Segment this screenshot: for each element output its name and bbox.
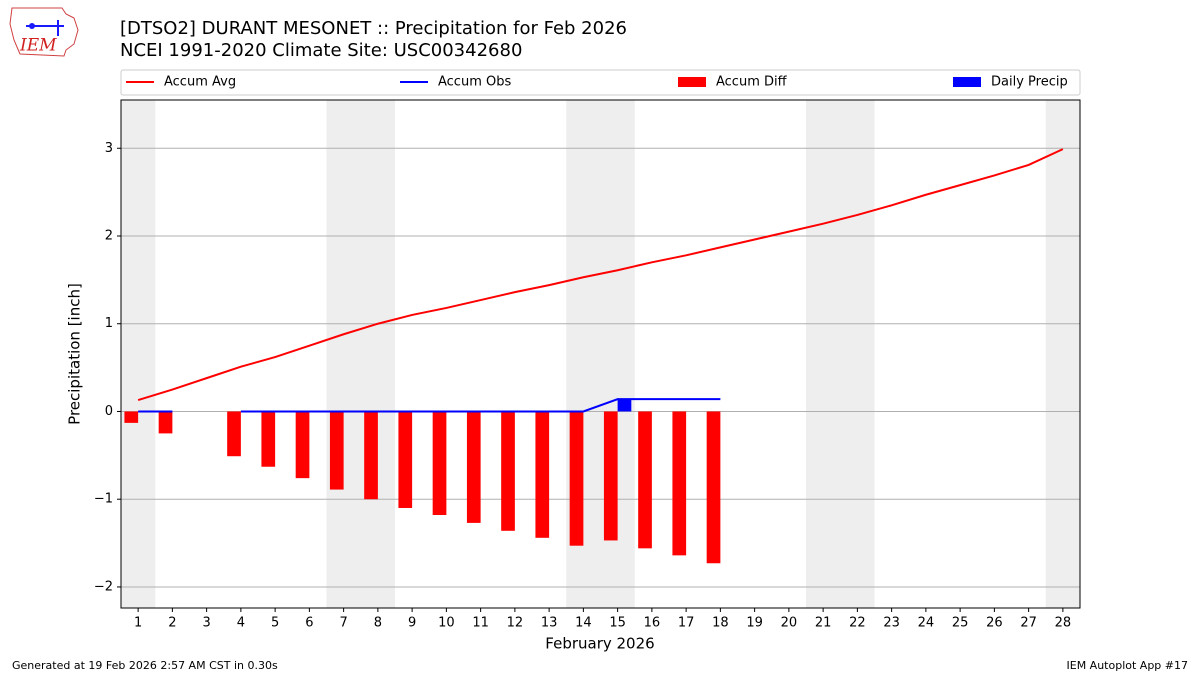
x-tick-label: 12 bbox=[507, 616, 524, 631]
logo-text: IEM bbox=[19, 36, 57, 56]
bar bbox=[706, 411, 721, 564]
bar bbox=[432, 411, 447, 515]
y-tick-label: −1 bbox=[94, 492, 113, 507]
legend bbox=[120, 69, 1081, 96]
legend-label: Accum Avg bbox=[164, 75, 236, 90]
y-tick-label: −2 bbox=[94, 579, 113, 594]
x-tick-label: 10 bbox=[438, 616, 455, 631]
x-tick-label: 5 bbox=[271, 616, 279, 631]
legend-label: Daily Precip bbox=[991, 75, 1068, 90]
x-tick-label: 20 bbox=[781, 616, 798, 631]
x-tick-label: 6 bbox=[305, 616, 313, 631]
y-tick-label: 0 bbox=[105, 404, 113, 419]
x-tick-label: 14 bbox=[575, 616, 592, 631]
x-tick-label: 16 bbox=[644, 616, 661, 631]
x-tick-label: 21 bbox=[815, 616, 832, 631]
bar bbox=[501, 411, 515, 531]
line bbox=[138, 398, 721, 413]
legend-swatch bbox=[953, 77, 981, 87]
bar bbox=[329, 411, 344, 490]
legend-swatch bbox=[678, 77, 706, 87]
chart-subtitle: NCEI 1991-2020 Climate Site: USC00342680 bbox=[120, 40, 522, 61]
bar bbox=[535, 411, 550, 538]
bar bbox=[638, 411, 652, 549]
bar bbox=[124, 411, 139, 423]
footer-right: IEM Autoplot App #17 bbox=[1067, 659, 1189, 672]
x-axis-label: February 2026 bbox=[545, 635, 654, 653]
x-tick-label: 15 bbox=[609, 616, 626, 631]
bar bbox=[158, 411, 173, 434]
x-tick-label: 25 bbox=[952, 616, 969, 631]
bar bbox=[398, 411, 413, 508]
x-tick-label: 4 bbox=[237, 616, 245, 631]
bar bbox=[261, 411, 276, 467]
x-tick-label: 3 bbox=[202, 616, 210, 631]
bar bbox=[617, 399, 632, 412]
x-tick-label: 26 bbox=[986, 616, 1003, 631]
weekend-shade bbox=[326, 100, 395, 608]
x-tick-label: 7 bbox=[339, 616, 347, 631]
x-tick-label: 24 bbox=[918, 616, 935, 631]
x-tick-label: 13 bbox=[541, 616, 558, 631]
y-tick-label: 1 bbox=[105, 316, 113, 331]
x-tick-label: 1 bbox=[134, 616, 142, 631]
x-tick-label: 27 bbox=[1020, 616, 1037, 631]
x-tick-label: 2 bbox=[168, 616, 176, 631]
weekend-shade bbox=[1045, 100, 1080, 608]
bar bbox=[466, 411, 481, 523]
legend-label: Accum Diff bbox=[716, 75, 788, 90]
legend-label: Accum Obs bbox=[438, 75, 511, 90]
weekend-shade bbox=[806, 100, 875, 608]
y-tick-label: 3 bbox=[105, 141, 113, 156]
y-axis-label: Precipitation [inch] bbox=[66, 283, 84, 425]
x-tick-label: 8 bbox=[374, 616, 382, 631]
chart-title: [DTSO2] DURANT MESONET :: Precipitation … bbox=[120, 18, 627, 39]
x-tick-label: 11 bbox=[472, 616, 489, 631]
line bbox=[137, 148, 1064, 402]
footer-left: Generated at 19 Feb 2026 2:57 AM CST in … bbox=[12, 659, 278, 672]
logo: IEM bbox=[9, 7, 79, 57]
plot-frame bbox=[120, 99, 1081, 609]
bar bbox=[569, 411, 584, 546]
x-tick-label: 17 bbox=[678, 616, 695, 631]
x-tick-label: 9 bbox=[408, 616, 416, 631]
x-tick-label: 18 bbox=[712, 616, 729, 631]
x-tick-label: 22 bbox=[849, 616, 866, 631]
weekend-shade bbox=[121, 100, 156, 608]
x-tick-label: 28 bbox=[1055, 616, 1072, 631]
x-tick-label: 19 bbox=[746, 616, 763, 631]
x-tick-label: 23 bbox=[883, 616, 900, 631]
bar bbox=[603, 411, 618, 541]
bar bbox=[295, 411, 310, 479]
bar bbox=[227, 411, 241, 457]
bar bbox=[672, 411, 687, 556]
y-tick-label: 2 bbox=[105, 228, 113, 243]
bar bbox=[364, 411, 378, 500]
